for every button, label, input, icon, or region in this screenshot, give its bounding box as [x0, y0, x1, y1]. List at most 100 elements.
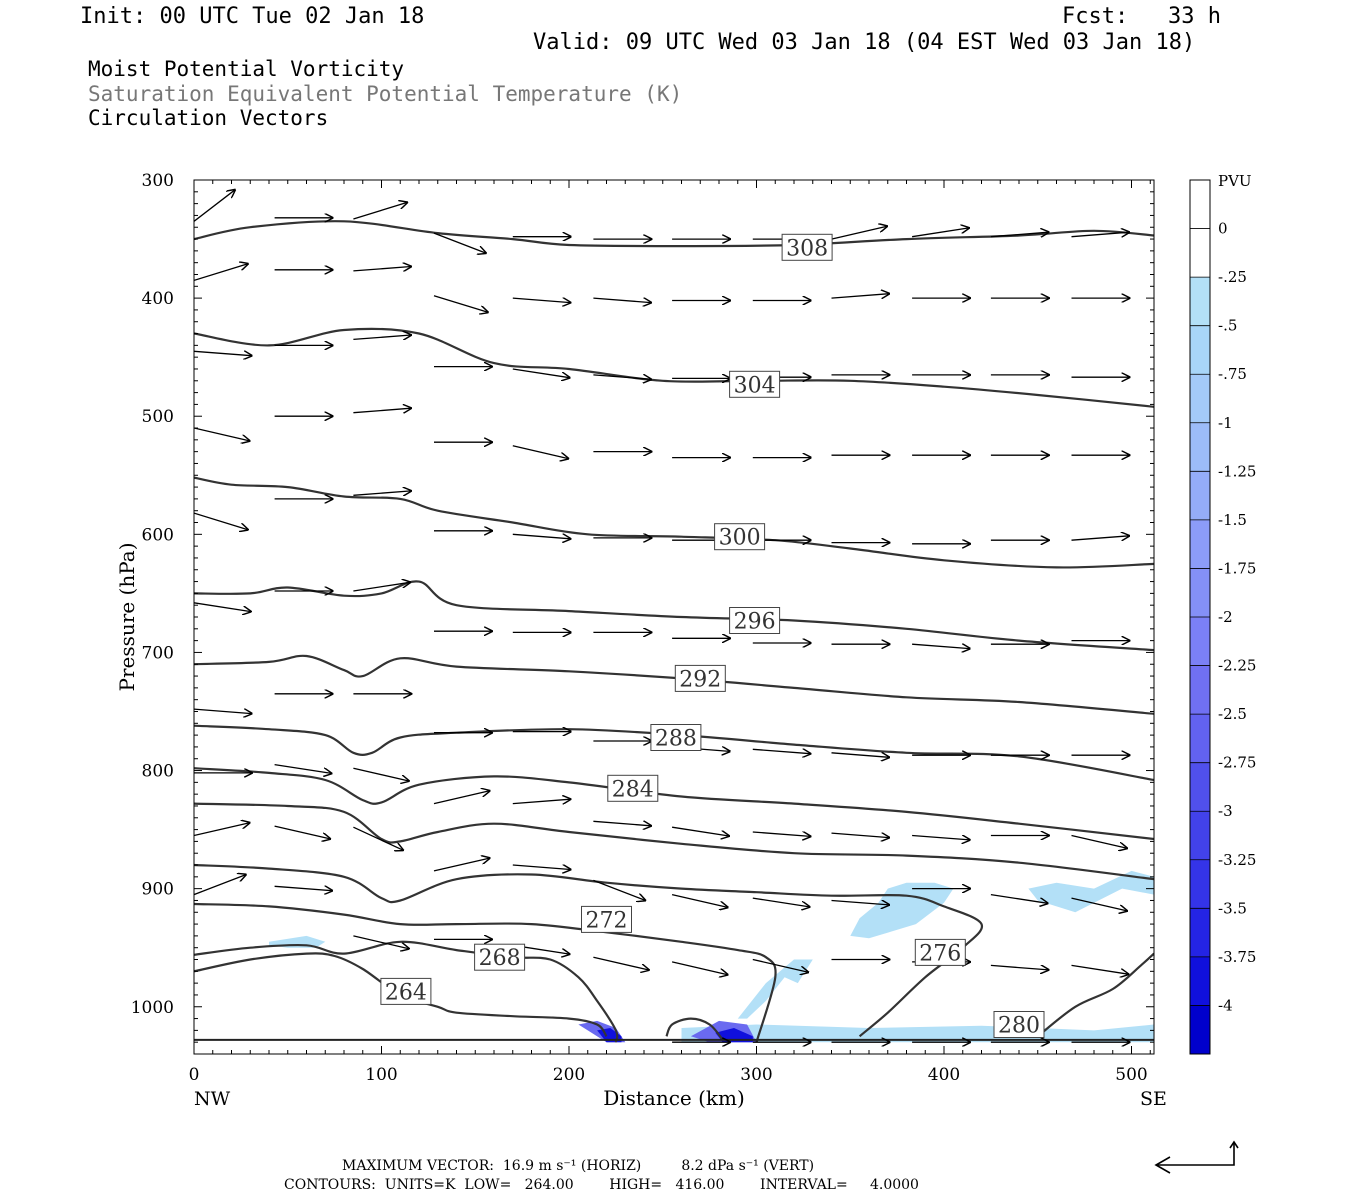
colorbar-swatch [1190, 956, 1210, 1006]
contour-280-13 [1037, 952, 1154, 1038]
circulation-vector [912, 644, 970, 648]
circulation-vector [752, 749, 811, 753]
circulation-vector [990, 965, 1049, 970]
colorbar-label: -1.75 [1218, 559, 1256, 577]
circulation-vector [912, 228, 969, 238]
circulation-vector [990, 893, 1048, 904]
circulation-vector [512, 799, 571, 803]
colorbar-label: -3.5 [1218, 899, 1247, 917]
circulation-vector [671, 961, 728, 975]
circulation-vector [1071, 232, 1130, 237]
circulation-vector [512, 368, 570, 378]
contour-label-300: 300 [714, 523, 766, 551]
circulation-vector [752, 958, 809, 973]
contour-label-box [729, 607, 781, 634]
contour-label-box [380, 977, 432, 1005]
x-tick-label: 0 [189, 1065, 200, 1085]
circulation-vector [1071, 897, 1128, 911]
circulation-vector [831, 294, 890, 298]
title-mpv: Moist Potential Vorticity [88, 57, 405, 81]
circulation-vector [752, 897, 810, 907]
colorbar-label: -2.5 [1218, 705, 1247, 723]
colorbar-label: -3 [1218, 802, 1233, 820]
forecast-hour: Fcst: 33 h [1062, 4, 1221, 29]
contour-300-2 [194, 476, 1154, 569]
valid-time: Valid: 09 UTC Wed 03 Jan 18 (04 EST Wed … [533, 30, 1196, 55]
contour-label-304: 304 [729, 370, 781, 398]
colorbar-label: -.75 [1218, 365, 1247, 383]
colorbar-label: -.5 [1218, 317, 1237, 335]
contour-label-text: 272 [586, 908, 628, 933]
contour-label-296: 296 [729, 607, 781, 635]
circulation-vector [194, 823, 250, 837]
contour-276-8 [194, 863, 984, 1038]
circulation-vector [353, 826, 403, 850]
contour-label-276: 276 [914, 938, 966, 966]
colorbar-swatch [1190, 471, 1210, 521]
circulation-vector [1071, 536, 1130, 540]
contour-272-9 [194, 902, 777, 1043]
circulation-vector [194, 512, 248, 530]
pv-shade-region-1 [1028, 870, 1154, 913]
circulation-vector [593, 956, 649, 970]
title-theta-es: Saturation Equivalent Potential Temperat… [88, 82, 683, 106]
contour-292-4 [194, 654, 1154, 715]
circulation-vector [353, 767, 409, 781]
circulation-vector [593, 821, 651, 826]
colorbar-label: -3.75 [1218, 948, 1256, 966]
colorbar-swatch [1190, 714, 1210, 764]
circulation-vector [194, 709, 252, 714]
contour-info: CONTOURS: UNITS=K LOW= 264.00 HIGH= 416.… [284, 1177, 919, 1193]
circulation-vector [274, 763, 332, 774]
contour-label-box [993, 1011, 1045, 1038]
x-end-label-left: NW [194, 1088, 231, 1110]
circulation-vector [194, 875, 246, 896]
contour-label-text: 296 [734, 610, 776, 635]
contour-284-6 [194, 767, 1154, 841]
circulation-vector [353, 582, 410, 592]
circulation-vector [512, 298, 571, 303]
contour-label-272: 272 [581, 905, 632, 933]
circulation-vector [353, 408, 411, 413]
title-vectors: Circulation Vectors [88, 106, 329, 130]
circulation-vector [353, 935, 409, 949]
circulation-vector [593, 375, 651, 379]
circulation-vector [512, 445, 569, 459]
x-tick-label: 500 [1115, 1065, 1147, 1085]
contour-label-268: 268 [474, 943, 526, 971]
colorbar-swatch [1190, 325, 1210, 375]
colorbar-label: -2.25 [1218, 657, 1256, 675]
circulation-vector [1071, 964, 1129, 974]
colorbar-label: -4 [1218, 996, 1233, 1014]
contour-label-text: 276 [919, 941, 961, 966]
colorbar-swatch [1190, 568, 1210, 618]
circulation-vector [512, 865, 571, 870]
colorbar-swatch [1190, 811, 1210, 861]
max-vector-note: MAXIMUM VECTOR: 16.9 m s⁻¹ (HORIZ) 8.2 d… [342, 1158, 815, 1174]
circulation-vector [593, 879, 645, 900]
circulation-vector [353, 202, 407, 220]
contour-label-box [714, 523, 766, 551]
y-tick-label: 900 [142, 880, 174, 900]
contour-label-text: 264 [385, 980, 427, 1005]
circulation-vector [194, 264, 248, 282]
pv-shade-region-2 [737, 959, 813, 1019]
colorbar-label: -2 [1218, 608, 1233, 626]
contour-label-280: 280 [993, 1011, 1045, 1039]
circulation-vector [831, 901, 890, 905]
init-time: Init: 00 UTC Tue 02 Jan 18 [80, 4, 425, 29]
contour-296-3 [194, 580, 1154, 652]
x-axis-label: Distance (km) [603, 1086, 745, 1110]
circulation-vector [593, 298, 651, 303]
circulation-vector [831, 833, 890, 838]
y-tick-label: 700 [142, 643, 174, 663]
contour-label-292: 292 [674, 664, 726, 692]
contour-264-12 [665, 1017, 724, 1041]
pv-shade-region-0 [850, 882, 954, 939]
contour-308-0 [194, 220, 1154, 248]
contour-label-text: 288 [655, 727, 697, 752]
y-tick-label: 1000 [131, 998, 174, 1018]
circulation-vector [353, 335, 411, 339]
y-axis-label: Pressure (hPa) [115, 543, 139, 692]
